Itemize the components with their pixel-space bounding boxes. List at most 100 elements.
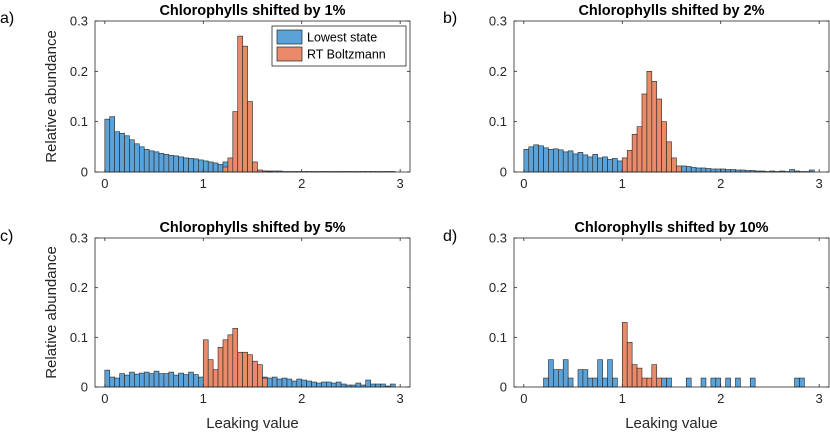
bar-lowest-state bbox=[188, 158, 194, 173]
bar-lowest-state bbox=[286, 378, 293, 388]
y-tick-label: 0.2 bbox=[70, 64, 88, 79]
bar-lowest-state bbox=[129, 139, 135, 173]
legend-swatch-rt-boltzmann bbox=[276, 46, 303, 62]
bar-rt-boltzmann bbox=[212, 369, 219, 388]
bar-lowest-state bbox=[109, 116, 115, 173]
bar-lowest-state bbox=[375, 383, 381, 388]
x-tick-label: 1 bbox=[200, 176, 207, 191]
bar-lowest-state bbox=[129, 371, 135, 388]
bar-rt-boltzmann bbox=[646, 377, 653, 388]
bar-rt-boltzmann bbox=[646, 71, 653, 173]
bar-rt-boltzmann bbox=[222, 166, 229, 173]
bar-lowest-state bbox=[749, 377, 756, 388]
x-tick-label: 1 bbox=[619, 391, 626, 406]
bar-rt-boltzmann bbox=[651, 364, 658, 388]
y-tick-label: 0.1 bbox=[70, 330, 88, 345]
bar-lowest-state bbox=[158, 373, 165, 388]
y-tick-label: 0 bbox=[81, 380, 88, 395]
panel-label: a) bbox=[0, 10, 14, 27]
y-axis-label: Relative abundance bbox=[43, 246, 60, 379]
bar-lowest-state bbox=[720, 168, 726, 173]
bar-lowest-state bbox=[523, 149, 530, 173]
bar-lowest-state bbox=[330, 382, 337, 388]
bar-rt-boltzmann bbox=[641, 377, 648, 388]
bar-lowest-state bbox=[681, 165, 687, 173]
x-tick-label: 3 bbox=[397, 391, 404, 406]
bar-lowest-state bbox=[291, 380, 298, 388]
bar-lowest-state bbox=[193, 158, 199, 173]
bar-rt-boltzmann bbox=[237, 35, 243, 173]
bar-rt-boltzmann bbox=[626, 150, 633, 173]
bar-lowest-state bbox=[153, 151, 160, 173]
bar-lowest-state bbox=[212, 162, 219, 173]
bar-lowest-state bbox=[316, 382, 322, 388]
bar-lowest-state bbox=[695, 167, 702, 173]
bar-lowest-state bbox=[685, 377, 692, 388]
y-tick-label: 0.3 bbox=[489, 14, 507, 29]
bar-rt-boltzmann bbox=[237, 351, 243, 388]
bar-rt-boltzmann bbox=[207, 359, 214, 388]
bar-lowest-state bbox=[163, 373, 170, 388]
bar-rt-boltzmann bbox=[217, 346, 224, 388]
bar-rt-boltzmann bbox=[257, 364, 263, 388]
legend-entry: Lowest state bbox=[307, 31, 377, 45]
y-tick-label: 0.2 bbox=[70, 280, 88, 295]
bar-lowest-state bbox=[104, 369, 111, 388]
bar-lowest-state bbox=[567, 150, 574, 173]
bar-rt-boltzmann bbox=[262, 377, 268, 388]
y-tick-label: 0 bbox=[81, 165, 88, 180]
bar-lowest-state bbox=[602, 156, 608, 173]
chart-title: Chlorophylls shifted by 1% bbox=[159, 3, 345, 19]
axes-box bbox=[94, 237, 411, 388]
y-tick-label: 0.3 bbox=[70, 14, 88, 29]
legend-swatch-lowest-state bbox=[276, 29, 303, 45]
bar-lowest-state bbox=[119, 132, 125, 173]
bar-lowest-state bbox=[276, 378, 283, 388]
bar-lowest-state bbox=[355, 382, 362, 388]
bar-lowest-state bbox=[143, 149, 150, 173]
bar-lowest-state bbox=[335, 381, 342, 388]
bar-lowest-state bbox=[340, 383, 347, 388]
bar-lowest-state bbox=[183, 374, 189, 388]
bar-lowest-state bbox=[143, 371, 150, 388]
x-axis-label: Leaking value bbox=[625, 415, 718, 432]
bar-lowest-state bbox=[207, 161, 214, 173]
bar-rt-boltzmann bbox=[247, 101, 253, 173]
bar-lowest-state bbox=[538, 145, 544, 173]
axes-box bbox=[513, 20, 830, 173]
bar-lowest-state bbox=[548, 359, 554, 388]
bar-lowest-state bbox=[124, 374, 130, 388]
bar-lowest-state bbox=[700, 377, 707, 388]
bar-lowest-state bbox=[365, 379, 371, 388]
x-tick-label: 2 bbox=[717, 391, 724, 406]
bar-lowest-state bbox=[168, 155, 175, 173]
bar-lowest-state bbox=[148, 373, 155, 388]
bar-rt-boltzmann bbox=[636, 367, 643, 388]
bar-rt-boltzmann bbox=[227, 334, 234, 388]
bar-lowest-state bbox=[725, 377, 731, 388]
bar-lowest-state bbox=[592, 377, 598, 388]
x-tick-label: 0 bbox=[101, 391, 108, 406]
bar-rt-boltzmann bbox=[232, 111, 239, 173]
axes-box bbox=[94, 20, 411, 173]
bar-rt-boltzmann bbox=[247, 354, 253, 388]
bar-rt-boltzmann bbox=[621, 157, 628, 173]
bar-lowest-state bbox=[710, 377, 717, 388]
bar-lowest-state bbox=[700, 167, 707, 173]
bar-lowest-state bbox=[562, 151, 569, 173]
bar-lowest-state bbox=[577, 152, 584, 173]
bar-lowest-state bbox=[577, 369, 584, 388]
bar-lowest-state bbox=[321, 381, 327, 388]
bar-lowest-state bbox=[612, 158, 618, 173]
y-tick-label: 0.3 bbox=[70, 231, 88, 246]
bar-lowest-state bbox=[607, 159, 613, 173]
bar-lowest-state bbox=[794, 377, 800, 388]
y-tick-label: 0.1 bbox=[70, 114, 88, 129]
x-tick-label: 0 bbox=[101, 176, 108, 191]
bar-rt-boltzmann bbox=[631, 364, 638, 388]
bar-lowest-state bbox=[715, 377, 722, 388]
bar-lowest-state bbox=[311, 381, 317, 388]
bar-lowest-state bbox=[134, 373, 140, 388]
bar-lowest-state bbox=[690, 167, 697, 173]
